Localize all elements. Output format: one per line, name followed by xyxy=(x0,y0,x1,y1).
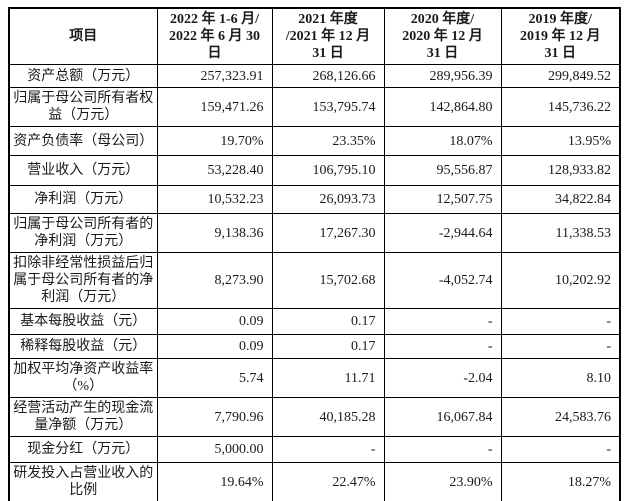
cell-value: 7,790.96 xyxy=(156,397,273,437)
table-row: 资产总额（万元） 257,323.91 268,126.66 289,956.3… xyxy=(8,64,621,88)
row-label: 归属于母公司所有者权 益（万元） xyxy=(8,87,158,127)
cell-value: 142,864.80 xyxy=(383,87,502,127)
table-row: 资产负债率（母公司） 19.70% 23.35% 18.07% 13.95% xyxy=(8,126,621,156)
cell-value: 8,273.90 xyxy=(156,252,273,309)
cell-value: 10,202.92 xyxy=(500,252,621,309)
cell-value: 12,507.75 xyxy=(383,185,502,214)
cell-value: 17,267.30 xyxy=(271,213,385,253)
cell-value: 0.09 xyxy=(156,334,273,359)
cell-value: 18.27% xyxy=(500,462,621,501)
table-row: 加权平均净资产收益率 （%） 5.74 11.71 -2.04 8.10 xyxy=(8,358,621,398)
row-label: 资产总额（万元） xyxy=(8,64,158,88)
row-label: 基本每股收益（元） xyxy=(8,308,158,335)
table-row: 归属于母公司所有者权 益（万元） 159,471.26 153,795.74 1… xyxy=(8,87,621,127)
column-header-2022: 2022 年 1-6 月/ 2022 年 6 月 30 日 xyxy=(156,7,273,65)
cell-value: 11.71 xyxy=(271,358,385,398)
cell-value: 34,822.84 xyxy=(500,185,621,214)
row-label: 归属于母公司所有者的 净利润（万元） xyxy=(8,213,158,253)
cell-value: 10,532.23 xyxy=(156,185,273,214)
cell-value: 0.17 xyxy=(271,334,385,359)
cell-value: -4,052.74 xyxy=(383,252,502,309)
column-header-2021: 2021 年度 /2021 年 12 月 31 日 xyxy=(271,7,385,65)
cell-value: 257,323.91 xyxy=(156,64,273,88)
cell-value: 153,795.74 xyxy=(271,87,385,127)
cell-value: 5,000.00 xyxy=(156,436,273,463)
column-header-2019: 2019 年度/ 2019 年 12 月 31 日 xyxy=(500,7,621,65)
cell-value: 19.70% xyxy=(156,126,273,156)
row-label: 稀释每股收益（元） xyxy=(8,334,158,359)
row-label: 研发投入占营业收入的 比例 xyxy=(8,462,158,501)
row-label: 营业收入（万元） xyxy=(8,155,158,186)
row-label: 现金分红（万元） xyxy=(8,436,158,463)
cell-value: 289,956.39 xyxy=(383,64,502,88)
cell-value: 128,933.82 xyxy=(500,155,621,186)
cell-value: 8.10 xyxy=(500,358,621,398)
cell-value: 18.07% xyxy=(383,126,502,156)
cell-value: 53,228.40 xyxy=(156,155,273,186)
table-row: 扣除非经常性损益后归 属于母公司所有者的净 利润（万元） 8,273.90 15… xyxy=(8,252,621,309)
cell-value: 15,702.68 xyxy=(271,252,385,309)
table-row: 稀释每股收益（元） 0.09 0.17 - - xyxy=(8,334,621,359)
row-label: 资产负债率（母公司） xyxy=(8,126,158,156)
cell-value: 299,849.52 xyxy=(500,64,621,88)
column-header-2020: 2020 年度/ 2020 年 12 月 31 日 xyxy=(383,7,502,65)
cell-value: 26,093.73 xyxy=(271,185,385,214)
cell-value: 16,067.84 xyxy=(383,397,502,437)
table-row: 现金分红（万元） 5,000.00 - - - xyxy=(8,436,621,463)
cell-value: - xyxy=(383,334,502,359)
cell-value: - xyxy=(271,436,385,463)
financial-summary-table: 项目 2022 年 1-6 月/ 2022 年 6 月 30 日 2021 年度… xyxy=(8,7,621,501)
cell-value: - xyxy=(500,308,621,335)
row-label: 经营活动产生的现金流 量净额（万元） xyxy=(8,397,158,437)
table-row: 经营活动产生的现金流 量净额（万元） 7,790.96 40,185.28 16… xyxy=(8,397,621,437)
table-row: 营业收入（万元） 53,228.40 106,795.10 95,556.87 … xyxy=(8,155,621,186)
cell-value: 95,556.87 xyxy=(383,155,502,186)
cell-value: 19.64% xyxy=(156,462,273,501)
cell-value: 5.74 xyxy=(156,358,273,398)
cell-value: - xyxy=(383,308,502,335)
cell-value: 11,338.53 xyxy=(500,213,621,253)
row-label: 扣除非经常性损益后归 属于母公司所有者的净 利润（万元） xyxy=(8,252,158,309)
cell-value: - xyxy=(500,436,621,463)
cell-value: 106,795.10 xyxy=(271,155,385,186)
table-row: 基本每股收益（元） 0.09 0.17 - - xyxy=(8,308,621,335)
header-row: 项目 2022 年 1-6 月/ 2022 年 6 月 30 日 2021 年度… xyxy=(8,7,621,65)
cell-value: 0.17 xyxy=(271,308,385,335)
cell-value: -2.04 xyxy=(383,358,502,398)
cell-value: 268,126.66 xyxy=(271,64,385,88)
table-row: 归属于母公司所有者的 净利润（万元） 9,138.36 17,267.30 -2… xyxy=(8,213,621,253)
cell-value: 23.90% xyxy=(383,462,502,501)
table-row: 净利润（万元） 10,532.23 26,093.73 12,507.75 34… xyxy=(8,185,621,214)
cell-value: 159,471.26 xyxy=(156,87,273,127)
cell-value: 40,185.28 xyxy=(271,397,385,437)
column-header-item: 项目 xyxy=(8,7,158,65)
cell-value: 0.09 xyxy=(156,308,273,335)
cell-value: 9,138.36 xyxy=(156,213,273,253)
cell-value: 23.35% xyxy=(271,126,385,156)
cell-value: 13.95% xyxy=(500,126,621,156)
cell-value: - xyxy=(383,436,502,463)
row-label: 加权平均净资产收益率 （%） xyxy=(8,358,158,398)
row-label: 净利润（万元） xyxy=(8,185,158,214)
table-row: 研发投入占营业收入的 比例 19.64% 22.47% 23.90% 18.27… xyxy=(8,462,621,501)
cell-value: 24,583.76 xyxy=(500,397,621,437)
cell-value: 22.47% xyxy=(271,462,385,501)
cell-value: 145,736.22 xyxy=(500,87,621,127)
cell-value: -2,944.64 xyxy=(383,213,502,253)
cell-value: - xyxy=(500,334,621,359)
